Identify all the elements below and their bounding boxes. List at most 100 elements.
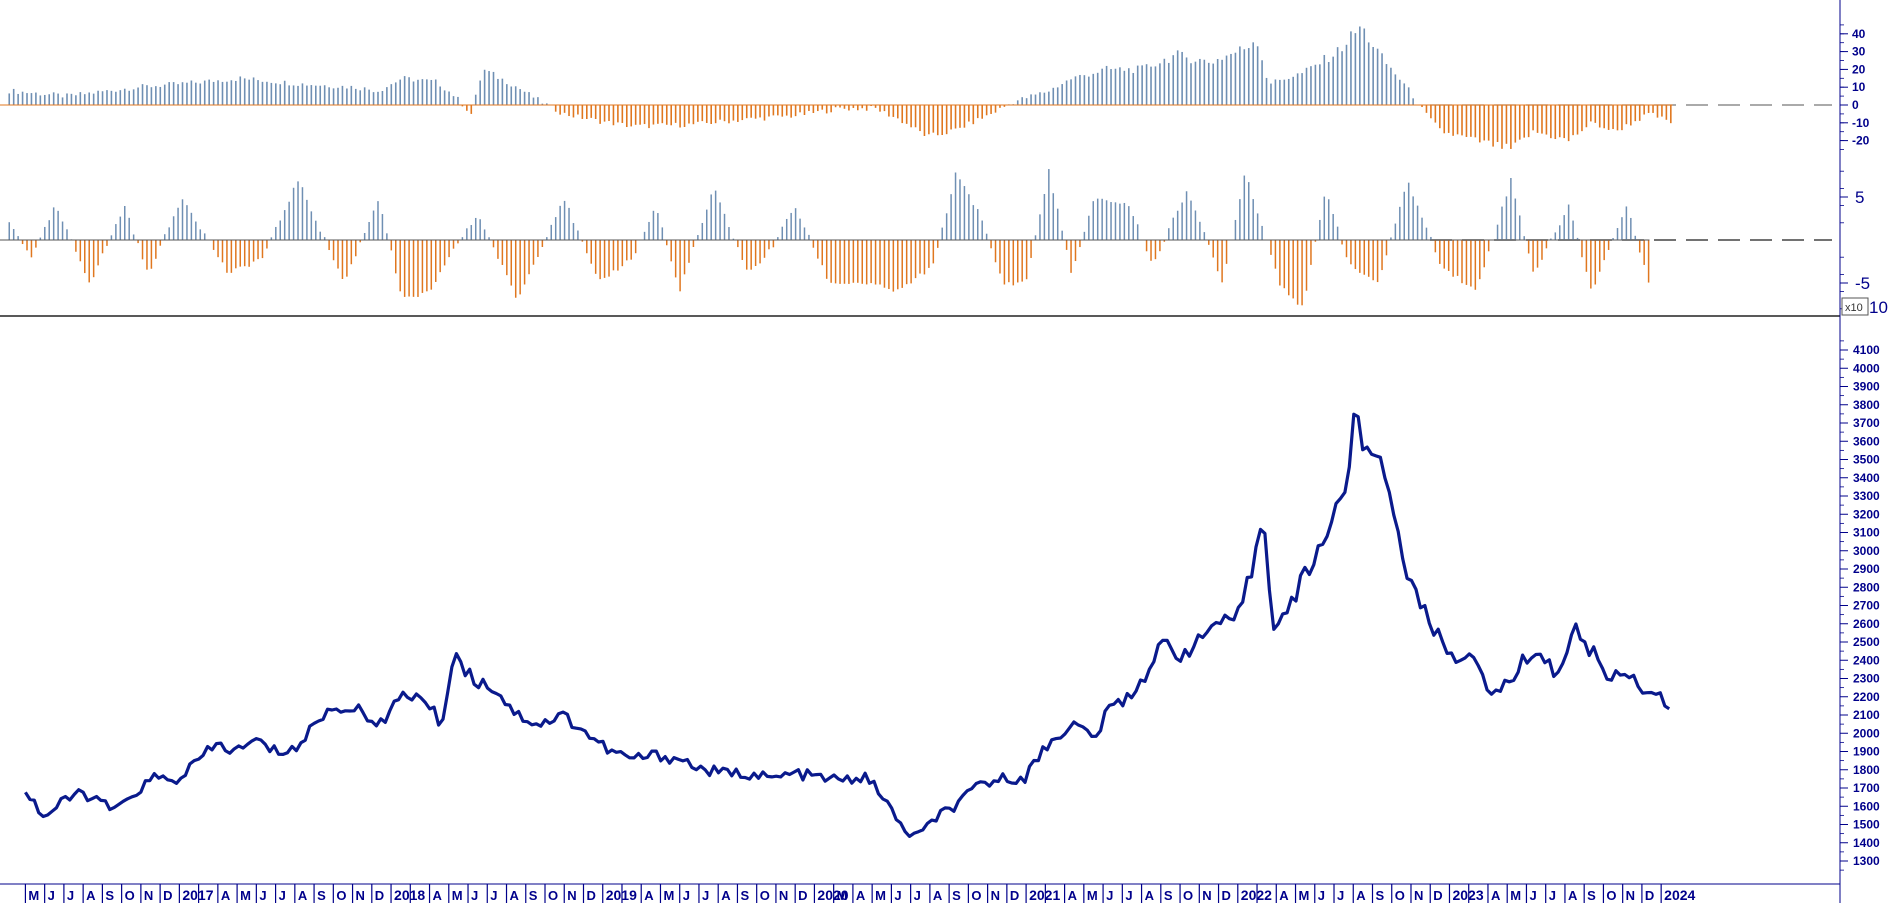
- x-axis-label: A: [721, 888, 731, 903]
- x-axis-label: 2024: [1664, 887, 1695, 903]
- x-axis-label: A: [1356, 888, 1366, 903]
- top-axis-label: 0: [1852, 98, 1859, 112]
- x-axis-label: S: [1375, 888, 1384, 903]
- x-axis-label: N: [567, 888, 576, 903]
- price-line: [24, 412, 1671, 838]
- x-axis-label: S: [1587, 888, 1596, 903]
- price-axis-label: 1800: [1853, 763, 1880, 777]
- x-axis-label: N: [779, 888, 788, 903]
- x-axis-label: J: [894, 888, 901, 903]
- x-axis-label: J: [279, 888, 286, 903]
- x-axis-label: M: [240, 888, 251, 903]
- x-axis-label: N: [1414, 888, 1423, 903]
- x-axis-label: A: [1568, 888, 1578, 903]
- x-axis-label: A: [510, 888, 520, 903]
- price-axis-label: 3800: [1853, 398, 1880, 412]
- x-axis-label: A: [1491, 888, 1501, 903]
- price-axis-label: 2800: [1853, 580, 1880, 594]
- price-axis-label: 2600: [1853, 617, 1880, 631]
- x-axis-label: N: [144, 888, 153, 903]
- x-axis-label: D: [1645, 888, 1654, 903]
- price-axis-label: 4000: [1853, 361, 1880, 375]
- price-axis-label: 3400: [1853, 471, 1880, 485]
- price-axis-label: 2300: [1853, 672, 1880, 686]
- x-axis-label: D: [375, 888, 384, 903]
- x-axis-label: J: [702, 888, 709, 903]
- x-axis-label: J: [471, 888, 478, 903]
- x-axis-label: D: [798, 888, 807, 903]
- mid-bottom-label: 10: [1869, 298, 1888, 317]
- x-axis-label: O: [760, 888, 770, 903]
- x-axis-label: A: [933, 888, 943, 903]
- top-axis-label: 20: [1852, 62, 1866, 76]
- x-axis-label: A: [86, 888, 96, 903]
- x-axis-label: A: [644, 888, 654, 903]
- x-axis-label: J: [1106, 888, 1113, 903]
- price-axis-label: 2900: [1853, 562, 1880, 576]
- x-axis-label: A: [1279, 888, 1289, 903]
- price-axis-label: 2200: [1853, 690, 1880, 704]
- top-axis-label: 10: [1852, 80, 1866, 94]
- x-axis-label: J: [1318, 888, 1325, 903]
- x-axis-label: N: [991, 888, 1000, 903]
- mid-axis-label: -5: [1855, 274, 1870, 293]
- x-axis-label: J: [259, 888, 266, 903]
- price-axis-label: 1600: [1853, 799, 1880, 813]
- x-axis-label: A: [1145, 888, 1155, 903]
- x-axis-label: J: [490, 888, 497, 903]
- price-axis-label: 3600: [1853, 434, 1880, 448]
- x-axis-label: S: [105, 888, 114, 903]
- x-axis-label: D: [586, 888, 595, 903]
- top-axis-label: -10: [1852, 116, 1870, 130]
- price-axis-label: 3500: [1853, 453, 1880, 467]
- right-axis: 40 30 20 10 0 -10 -20 5 -5 x10 10 1300 1400 1500 1600 1…: [1839, 0, 1888, 903]
- x-axis-label: D: [1433, 888, 1442, 903]
- price-panel: [24, 412, 1671, 838]
- x-axis-label: A: [298, 888, 308, 903]
- x-axis-label: S: [317, 888, 326, 903]
- x-axis-label: D: [1222, 888, 1231, 903]
- x-axis-label: S: [952, 888, 961, 903]
- price-axis-label: 2700: [1853, 599, 1880, 613]
- price-axis-label: 1700: [1853, 781, 1880, 795]
- x-axis-label: S: [1164, 888, 1173, 903]
- price-axis-label: 1900: [1853, 745, 1880, 759]
- x-axis-label: J: [914, 888, 921, 903]
- top-oscillator-panel: [0, 26, 1832, 149]
- mid-axis-label: 5: [1855, 188, 1864, 207]
- price-axis-label: 1500: [1853, 818, 1880, 832]
- x-axis-label: O: [1606, 888, 1616, 903]
- x-axis-label: N: [356, 888, 365, 903]
- price-axis-label: 2000: [1853, 726, 1880, 740]
- x-axis-label: O: [971, 888, 981, 903]
- top-axis-label: -20: [1852, 134, 1870, 148]
- x-axis-label: S: [529, 888, 538, 903]
- price-axis-label: 3700: [1853, 416, 1880, 430]
- price-axis-label: 1300: [1853, 854, 1880, 868]
- top-axis-label: 30: [1852, 45, 1866, 59]
- x-axis-label: N: [1202, 888, 1211, 903]
- x-axis-label: O: [336, 888, 346, 903]
- x-axis-label: D: [1010, 888, 1019, 903]
- price-axis-label: 3000: [1853, 544, 1880, 558]
- price-axis-label: 2400: [1853, 653, 1880, 667]
- x-axis-label: M: [452, 888, 463, 903]
- x-axis-label: M: [1510, 888, 1521, 903]
- middle-oscillator-panel: [0, 169, 1832, 306]
- x-axis-label: O: [1183, 888, 1193, 903]
- price-axis-label: 2500: [1853, 635, 1880, 649]
- x-axis-label: S: [740, 888, 749, 903]
- price-axis-label: 3900: [1853, 380, 1880, 394]
- x-axis-label: O: [125, 888, 135, 903]
- x-axis-label: A: [433, 888, 443, 903]
- price-axis-label: 2100: [1853, 708, 1880, 722]
- x-axis-label: A: [856, 888, 866, 903]
- price-axis-label: 3200: [1853, 507, 1880, 521]
- price-axis-label: 4100: [1853, 343, 1880, 357]
- x-axis-label: J: [1337, 888, 1344, 903]
- x-axis-label: J: [1549, 888, 1556, 903]
- x-axis-label: D: [163, 888, 172, 903]
- x-axis: M J J A S O N D 2017 A M J J A S O N D 2018 A M J J A S O N D 2019 A M…: [0, 883, 1840, 903]
- x-axis-label: A: [221, 888, 231, 903]
